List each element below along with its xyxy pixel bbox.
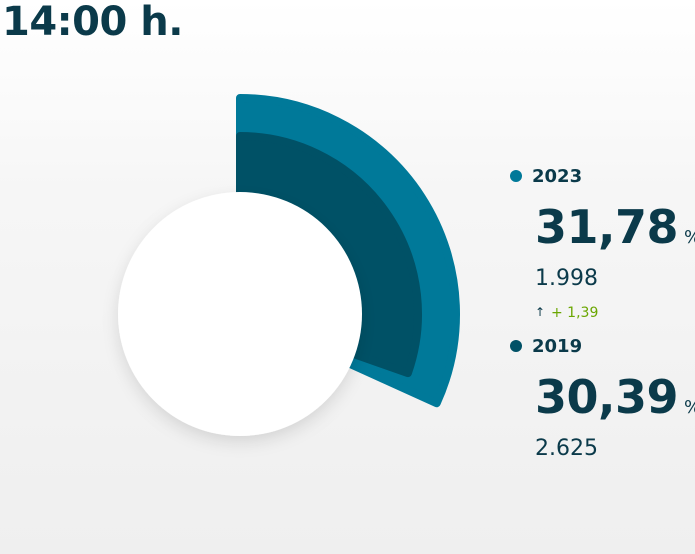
series-2019-count: 2.625 [535, 436, 598, 461]
series-2023-percent: 31,78 [535, 200, 679, 254]
legend-series-header: 2023 [510, 168, 690, 186]
series-2023-label: 2023 [532, 166, 583, 187]
difference-row: + 1,39 [535, 306, 690, 320]
series-2019-percent: 30,39 [535, 370, 679, 424]
series-2019-percent-row: 30,39 % [535, 370, 695, 424]
difference-value: + 1,39 [551, 305, 599, 321]
legend-series-2019: 2019 30,39 % 2.625 [510, 338, 695, 461]
arrow-up-icon [535, 306, 545, 319]
series-2023-count: 1.998 [535, 266, 598, 291]
legend-series-header: 2019 [510, 338, 690, 356]
series-2019-percent-unit: % [684, 399, 695, 417]
series-2019-label: 2019 [532, 336, 583, 357]
series-2023-percent-unit: % [684, 229, 695, 247]
page-title: 14:00 h. [2, 0, 183, 45]
series-2019-dot [510, 340, 522, 352]
series-2023-dot [510, 170, 522, 182]
legend: 2023 31,78 % 1.998 + 1,39 2019 30,39 % 2… [510, 168, 695, 461]
series-2023-percent-row: 31,78 % [535, 200, 695, 254]
legend-series-2023: 2023 31,78 % 1.998 + 1,39 [510, 168, 695, 320]
center-hole [118, 192, 362, 436]
